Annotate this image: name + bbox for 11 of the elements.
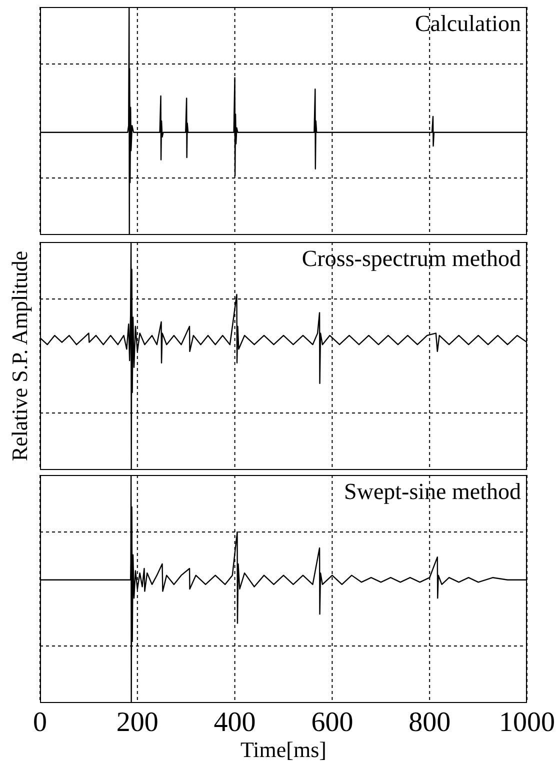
x-tick-label: 200 xyxy=(116,706,158,738)
x-tick-label: 1000 xyxy=(499,706,555,738)
x-axis-title: Time[ms] xyxy=(240,737,326,762)
chart-title: Calculation xyxy=(414,11,521,37)
x-tick-label: 400 xyxy=(214,706,256,738)
chart-title: Cross-spectrum method xyxy=(302,246,521,272)
x-tick-label: 0 xyxy=(33,706,47,738)
y-axis-title: Relative S.P. Amplitude xyxy=(7,250,33,462)
x-tick-label: 800 xyxy=(408,706,451,738)
x-tick-label: 600 xyxy=(311,706,354,738)
chart-title: Swept-sine method xyxy=(344,479,521,505)
